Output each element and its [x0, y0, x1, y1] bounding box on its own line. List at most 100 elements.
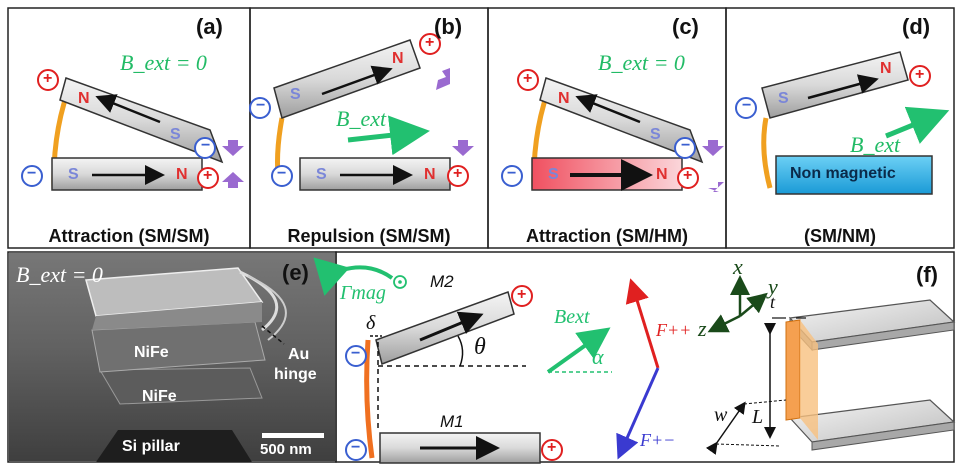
t-label: t [770, 292, 776, 312]
minus-sign: − [742, 97, 752, 114]
minus-icon [271, 165, 293, 187]
pole-n: N [392, 50, 404, 67]
caption-c: Attraction (SM/HM) [526, 226, 688, 246]
plus-sign: + [517, 286, 527, 303]
pole-s: S [548, 166, 559, 183]
y-axis-arrow [739, 292, 768, 317]
panel-d-letter: (d) [902, 14, 931, 39]
panel-a-frame [7, 7, 251, 249]
panel-c-letter: (c) [672, 14, 699, 39]
field-label-a: B_ext = 0 [120, 50, 207, 75]
nife-top-label: NiFe [134, 344, 169, 361]
minus-sign: − [201, 137, 211, 154]
arrow-down-icon [702, 140, 724, 156]
arrow-down-icon [452, 140, 474, 156]
pole-s: S [290, 86, 301, 103]
minus-icon [674, 137, 696, 159]
minus-sign: − [681, 137, 691, 154]
plus-sign: + [547, 439, 557, 456]
field-arrow-d [885, 106, 950, 144]
dim-w [705, 401, 746, 455]
plus-icon [511, 285, 533, 307]
arrow-up-icon [222, 172, 244, 188]
nonmagnetic-label: Non magnetic [790, 165, 896, 182]
magnet-b-top [273, 39, 421, 119]
plus-icon [197, 167, 219, 189]
force-pm-arrow [616, 367, 660, 460]
minus-sign: − [351, 345, 361, 362]
minus-icon [501, 165, 523, 187]
force-pp-arrow [625, 278, 660, 369]
minus-sign: − [277, 165, 287, 182]
panel-d-frame [725, 7, 955, 249]
minus-icon [21, 165, 43, 187]
field-label-c: B_ext = 0 [598, 50, 685, 75]
au-label: Au [288, 346, 310, 363]
pole-n: N [656, 166, 668, 183]
panel-a-diagram [21, 69, 244, 191]
sem-field-label: B_ext = 0 [16, 262, 103, 287]
minus-sign: − [507, 165, 517, 182]
field-label-b: B_ext [336, 106, 387, 131]
delta-label: δ [366, 312, 376, 334]
pole-s: S [778, 90, 789, 107]
plus-sign: + [453, 165, 463, 182]
y-axis-label: y [768, 274, 778, 299]
panel-b-diagram [249, 33, 474, 191]
si-pillar [96, 430, 252, 462]
magnet-m2 [375, 291, 515, 366]
panel-f-diagram [313, 257, 956, 464]
fpm-label: F+− [640, 430, 676, 450]
minus-icon [735, 97, 757, 119]
L-label: L [752, 406, 764, 428]
magnet-d-top [761, 51, 909, 119]
panel-c-frame [487, 7, 727, 249]
minus-sign: − [27, 165, 37, 182]
plus-sign: + [915, 66, 925, 83]
minus-sign: − [351, 439, 361, 456]
minus-sign: − [256, 97, 266, 114]
plus-icon [419, 33, 441, 55]
caption-b: Repulsion (SM/SM) [287, 226, 451, 246]
alpha-label: α [592, 344, 604, 369]
plus-icon [517, 69, 539, 91]
theta-label: θ [474, 334, 486, 360]
nife-bottom-layer [99, 367, 263, 405]
minus-icon [249, 97, 271, 119]
plus-icon [447, 165, 469, 187]
w-label: w [714, 404, 728, 426]
pole-s: S [316, 166, 327, 183]
minus-icon [345, 439, 367, 461]
si-pillar-label: Si pillar [122, 438, 180, 455]
pole-n: N [558, 90, 570, 107]
panel-c-diagram [501, 69, 724, 192]
plus-sign: + [203, 167, 213, 184]
m2-label: M2 [430, 272, 454, 291]
torque-label: Γmag [340, 282, 386, 304]
z-axis-label: z [698, 316, 707, 341]
nife-bottom-label: NiFe [142, 388, 177, 405]
pole-n: N [176, 166, 188, 183]
plus-icon [541, 439, 563, 461]
out-of-plane-icon [393, 275, 407, 289]
panel-f-letter: (f) [916, 262, 938, 287]
bext-arrow-f [546, 327, 611, 374]
caption-d: (SM/NM) [804, 226, 876, 246]
minus-icon [345, 345, 367, 367]
bext-label-f: Bext [554, 306, 590, 328]
torque-arrow [313, 257, 394, 296]
panel-d-diagram [735, 51, 950, 195]
arrow-up-icon [436, 68, 450, 90]
scale-label: 500 nm [260, 441, 312, 458]
plus-icon [677, 167, 699, 189]
hinge-d [761, 117, 773, 189]
pole-s: S [170, 126, 181, 143]
pole-n: N [424, 166, 436, 183]
caption-a: Attraction (SM/SM) [48, 226, 210, 246]
pole-s: S [650, 126, 661, 143]
scale-bar [262, 433, 324, 438]
hinge-label: hinge [274, 366, 317, 383]
arrow-down-icon [222, 140, 244, 156]
x-axis-label: x [733, 254, 743, 279]
